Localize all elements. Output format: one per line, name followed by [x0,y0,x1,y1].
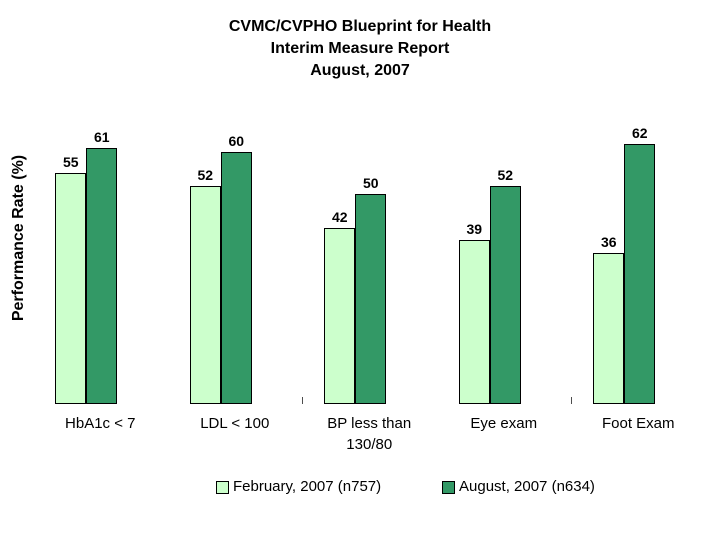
bar-value-label: 52 [497,167,514,183]
category-label-1: HbA1c < 7 [65,415,136,432]
bar-value-label: 36 [600,234,617,250]
chart-title-line-3: August, 2007 [310,62,410,79]
bar-august-cat1 [86,148,118,404]
bar-august-cat2 [220,152,252,404]
category-axis-tick [571,397,572,404]
category-axis-tick [302,397,303,404]
bar-august-cat4 [489,186,521,404]
legend-item-august-2007: August, 2007 (n634) [442,478,595,496]
chart-title-line-2: Interim Measure Report [270,40,450,57]
bar-value-label: 42 [331,209,348,225]
bar-value-label: 50 [362,175,379,191]
legend-label-february: February, 2007 (n757) [233,478,382,495]
legend-swatch-august-icon [442,480,455,494]
bar-august-cat3 [355,194,387,404]
legend-swatch-february-icon [216,480,229,494]
bar-value-label: 62 [631,125,648,141]
bar-value-label: 55 [62,154,79,170]
legend-label-august: August, 2007 (n634) [459,478,595,495]
bar-february-cat1 [55,173,87,404]
category-label-2: LDL < 100 [200,415,270,432]
bar-value-label: 52 [197,167,214,183]
bar-august-cat5 [624,144,656,404]
bar-value-label: 60 [228,133,245,149]
chart-title-line-1: CVMC/CVPHO Blueprint for Health [228,18,492,35]
bar-value-label: 39 [466,221,483,237]
chart-title: CVMC/CVPHO Blueprint for Health Interim … [0,16,720,82]
legend-item-february-2007: February, 2007 (n757) [216,478,381,496]
category-label-4: Eye exam [470,415,538,432]
bar-february-cat4 [458,240,490,404]
category-label-5: Foot Exam [601,415,675,432]
bar-february-cat3 [324,228,356,404]
bar-february-cat5 [593,253,625,404]
bar-february-cat2 [189,186,221,404]
category-label-3: BP less than 130/80 [327,415,412,453]
bar-value-label: 61 [93,129,110,145]
